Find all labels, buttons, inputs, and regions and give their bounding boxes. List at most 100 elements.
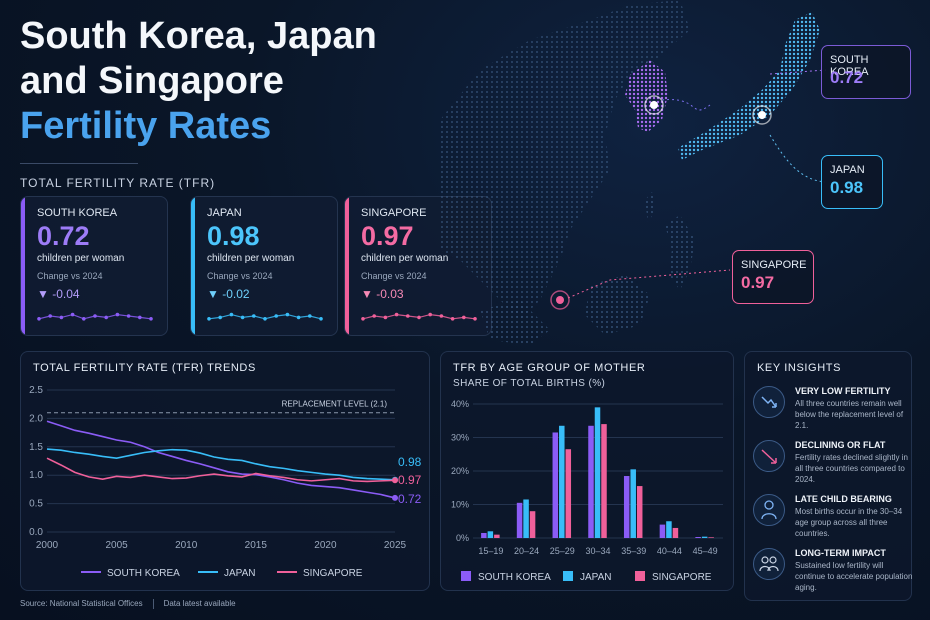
title-line-1: South Korea, Japan [20, 15, 377, 57]
x-tick-label: 45–49 [693, 546, 718, 556]
sparkline-point [263, 317, 267, 321]
footer-note: Data latest available [163, 599, 236, 609]
sparkline-point [207, 317, 211, 321]
callout-value: 0.72 [830, 68, 864, 87]
bar [516, 502, 523, 538]
x-tick-label: 20–24 [514, 546, 539, 556]
legend-label: SINGAPORE [652, 572, 712, 583]
bar [695, 536, 701, 538]
singapore-callout-line [567, 269, 731, 299]
sparkline-point [218, 315, 222, 320]
insight-title: LATE CHILD BEARING [795, 494, 892, 504]
legend-label: SINGAPORE [303, 568, 363, 579]
trend-down-icon [753, 386, 785, 418]
card-tfr-value: 0.97 [361, 221, 414, 251]
sparkline-point [104, 315, 108, 320]
page-title: South Korea, Japan and Singapore Fertili… [20, 14, 377, 149]
map-callout-south-korea: SOUTH KOREA 0.72 [821, 45, 911, 99]
bar [565, 449, 572, 538]
person-icon [753, 494, 785, 526]
series-end-point [392, 494, 398, 501]
x-tick-label: 15–19 [478, 546, 503, 556]
y-tick-label: 2.5 [29, 385, 43, 396]
insights-title: KEY INSIGHTS [757, 362, 842, 374]
insight-body: Sustained low fertility will continue to… [795, 561, 913, 592]
sparkline-point [308, 314, 312, 318]
card-country-name: SOUTH KOREA [37, 207, 118, 219]
x-tick-label: 30–34 [585, 546, 610, 556]
sparkline-point [70, 312, 75, 317]
insight-body: Fertility rates declined slightly in all… [795, 453, 908, 484]
bar [623, 476, 630, 538]
trend-chart-title: TOTAL FERTILITY RATE (TFR) TRENDS [33, 362, 256, 374]
bar [666, 521, 672, 538]
legend-label: SOUTH KOREA [478, 572, 551, 583]
bar [659, 524, 666, 538]
y-tick-label: 20% [451, 466, 469, 476]
card-change-value: ▼ -0.03 [361, 287, 404, 301]
bar [481, 532, 487, 538]
x-tick-label: 2005 [105, 540, 128, 551]
country-card-south-korea: SOUTH KOREA 0.72 children per woman Chan… [20, 196, 168, 336]
x-tick-label: 35–39 [621, 546, 646, 556]
bar [630, 469, 636, 538]
card-accent-bar [345, 197, 349, 335]
bar [594, 407, 601, 538]
x-tick-label: 2020 [314, 540, 337, 551]
series-end-label: 0.98 [398, 455, 422, 469]
callout-value: 0.97 [741, 273, 775, 292]
sparkline-point [428, 312, 432, 317]
borneo-shape [585, 275, 650, 335]
bar [529, 511, 536, 538]
bar [701, 536, 708, 538]
people-icon [753, 548, 785, 580]
sparkline-point [372, 314, 376, 318]
east-asia-map: SOUTH KOREA 0.72 JAPAN 0.98 SINGAPORE 0.… [440, 0, 930, 345]
card-accent-bar [21, 197, 25, 335]
bar [559, 425, 565, 538]
card-tfr-value: 0.72 [37, 221, 90, 251]
insight-body: All three countries remain well below th… [795, 399, 904, 430]
insight-body: Most births occur in the 30–34 age group… [795, 507, 903, 538]
japan-callout-line [769, 134, 826, 183]
x-tick-label: 25–29 [550, 546, 575, 556]
bar [487, 531, 494, 538]
callout-country: SINGAPORE [741, 259, 807, 271]
sparkline-point [417, 315, 421, 320]
philippines-shape [665, 215, 695, 290]
y-tick-label: 0.5 [29, 499, 43, 510]
sparkline-point [115, 312, 120, 317]
y-tick-label: 2.0 [29, 413, 43, 424]
sparkline-point [138, 315, 142, 320]
sparkline-point [296, 315, 301, 320]
legend-label: JAPAN [580, 572, 612, 583]
sparkline-point [37, 317, 41, 321]
y-tick-label: 1.0 [29, 470, 43, 481]
age-bar-chart: 0% 10% 20% 30% 40% 15–19 20–24 25–29 30–34 35–39 4… [451, 399, 723, 583]
y-tick-label: 1.5 [29, 442, 43, 453]
key-insights-panel: KEY INSIGHTS VERY LOW FERTILITY All thre… [744, 351, 912, 601]
bar [523, 499, 529, 538]
sparkline-point [59, 315, 64, 320]
sparkline-point [48, 314, 52, 318]
japan-marker-icon [752, 105, 772, 125]
x-tick-label: 2015 [245, 540, 268, 551]
sparkline-point [439, 314, 444, 318]
sparkline-point [462, 315, 466, 320]
sparkline-point [126, 314, 131, 318]
sparkline-point [274, 314, 278, 318]
series-end-label: 0.97 [398, 473, 422, 487]
sumatra-shape [480, 300, 550, 345]
sparkline-point [361, 317, 365, 321]
age-chart-panel: TFR BY AGE GROUP OF MOTHER SHARE OF TOTA… [440, 351, 734, 591]
singapore-marker-icon [550, 290, 570, 310]
sparkline-point [394, 312, 399, 317]
bar [494, 534, 500, 538]
trend-line-chart: 0.0 0.5 1.0 1.5 2.0 2.5 2000 2005 2010 2015 2020 20… [29, 385, 422, 579]
series-line-south-korea [46, 420, 396, 499]
x-tick-label: 40–44 [657, 546, 682, 556]
x-tick-label: 2000 [36, 540, 59, 551]
card-country-name: SINGAPORE [361, 207, 427, 219]
y-tick-label: 10% [451, 500, 469, 510]
insight-title: LONG-TERM IMPACT [795, 548, 886, 558]
